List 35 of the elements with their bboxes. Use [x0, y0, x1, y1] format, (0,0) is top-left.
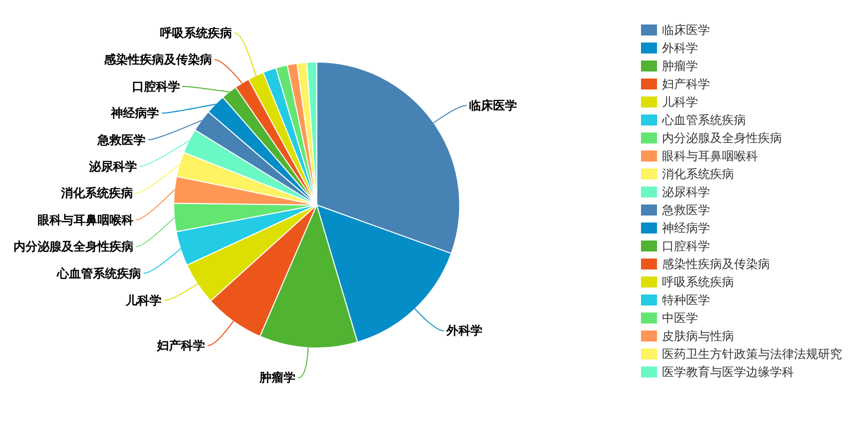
- slice-label: 肿瘤学: [258, 370, 296, 385]
- slice-label: 心血管系统疾病: [56, 266, 141, 280]
- legend-label: 医药卫生方针政策与法律法规研究: [662, 347, 842, 361]
- slice-label: 泌尿科学: [88, 160, 138, 174]
- slice-label: 临床医学: [469, 98, 518, 113]
- slice-label: 儿科学: [124, 293, 162, 308]
- legend-label: 儿科学: [662, 95, 698, 109]
- slice-label: 内分泌腺及全身性疾病: [13, 240, 134, 254]
- slice-label: 外科学: [446, 324, 483, 338]
- legend-label: 内分泌腺及全身性疾病: [662, 131, 782, 145]
- legend-label: 消化系统疾病: [662, 167, 734, 181]
- slice-label: 神经病学: [110, 106, 160, 120]
- slice-label: 妇产科学: [156, 338, 205, 353]
- legend-label: 眼科与耳鼻咽喉科: [662, 149, 758, 163]
- legend-label: 心血管系统疾病: [661, 113, 746, 127]
- legend-label: 妇产科学: [662, 77, 710, 91]
- legend-label: 神经病学: [662, 221, 710, 235]
- slice-label: 眼科与耳鼻咽喉科: [37, 212, 134, 227]
- legend-label: 医学教育与医学边缘学科: [662, 365, 794, 379]
- legend-label: 临床医学: [662, 23, 710, 37]
- legend-label: 口腔科学: [662, 239, 710, 253]
- legend-label: 特种医学: [662, 293, 710, 307]
- slice-label: 消化系统疾病: [60, 186, 134, 200]
- legend-label: 外科学: [662, 41, 698, 55]
- legend-label: 肿瘤学: [662, 59, 698, 73]
- legend-label: 泌尿科学: [662, 185, 710, 199]
- legend-label: 中医学: [662, 311, 698, 325]
- slice-label: 口腔科学: [132, 79, 180, 94]
- legend-label: 感染性疾病及传染病: [662, 257, 770, 271]
- slice-label: 急救医学: [96, 132, 146, 147]
- legend-label: 急救医学: [661, 203, 710, 217]
- legend-label: 呼吸系统疾病: [662, 275, 734, 289]
- slice-label: 感染性疾病及传染病: [102, 52, 212, 67]
- legend-label: 皮肤病与性病: [662, 329, 734, 343]
- slice-label: 呼吸系统疾病: [160, 26, 232, 40]
